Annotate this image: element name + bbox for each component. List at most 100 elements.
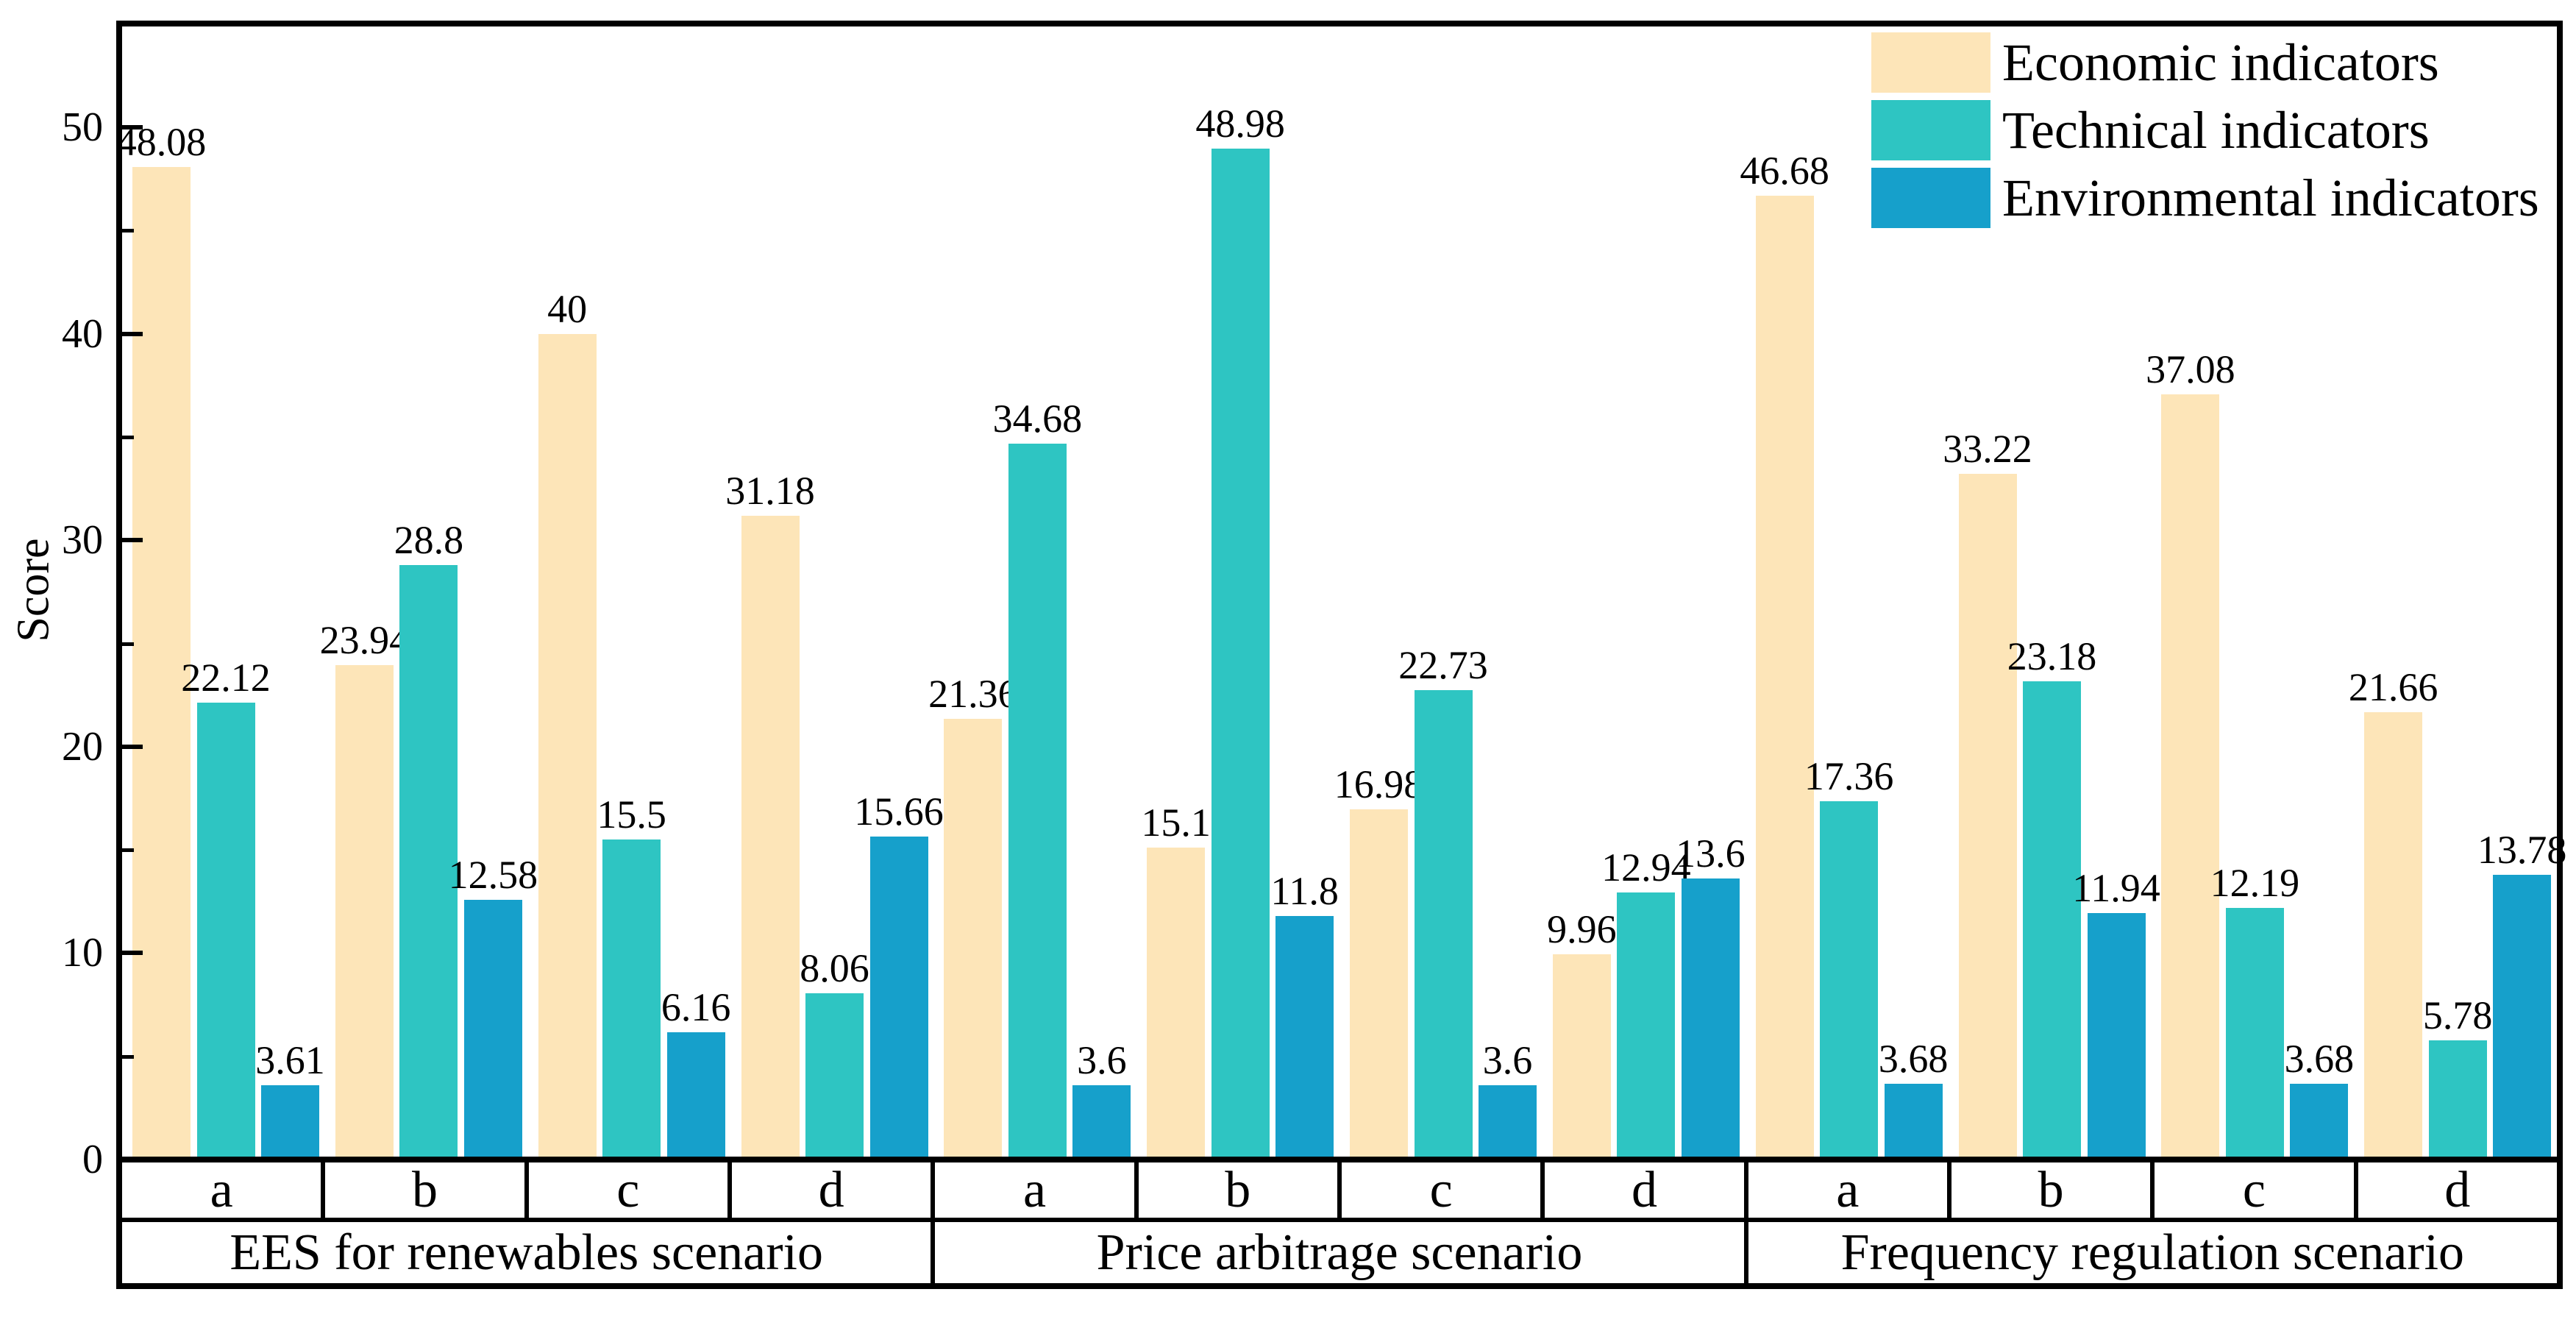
legend-swatch-technical <box>1871 100 1990 160</box>
bar-technical <box>2225 907 2284 1160</box>
y-axis-tick-label: 0 <box>82 1137 103 1182</box>
bar-value-label: 21.36 <box>928 671 1018 716</box>
y-axis-tick-label: 50 <box>62 104 103 150</box>
bar-technical <box>2428 1040 2487 1160</box>
bar-economic <box>1755 196 1814 1160</box>
bar-economic <box>1147 848 1206 1160</box>
bar-value-label: 3.68 <box>1878 1036 1949 1081</box>
bar-technical <box>196 703 255 1160</box>
group-label-cell: c <box>529 1162 732 1218</box>
bar-value-label: 15.66 <box>854 789 944 834</box>
bar-value-label: 16.98 <box>1334 762 1424 806</box>
group-label-cell: d <box>732 1162 936 1218</box>
group-label-cell: d <box>2444 1161 2471 1218</box>
bar-technical <box>399 564 458 1160</box>
group-label-cell: a <box>1748 1162 1951 1218</box>
bar-environmental <box>2493 875 2552 1160</box>
bar-value-label: 22.12 <box>181 656 271 700</box>
bar-value-label: 37.08 <box>2146 347 2235 391</box>
y-axis-minor-tick <box>122 435 134 439</box>
bar-economic <box>335 665 394 1160</box>
y-axis-minor-tick <box>122 642 134 646</box>
plot-frame <box>116 21 2563 1162</box>
y-axis-major-tick <box>122 744 143 749</box>
bar-environmental <box>1072 1085 1131 1160</box>
scenario-label-cell: EES for renewables scenario <box>122 1222 936 1283</box>
bar-environmental <box>463 900 522 1160</box>
scenario-label-row: EES for renewables scenario Price arbitra… <box>116 1222 2563 1289</box>
bar-environmental <box>1275 915 1334 1160</box>
bar-economic <box>1552 954 1611 1160</box>
bar-technical <box>805 993 864 1160</box>
bar-environmental <box>2290 1083 2349 1160</box>
bar-economic <box>1350 809 1408 1160</box>
y-axis-minor-tick <box>122 229 134 233</box>
bar-value-label: 12.94 <box>1601 845 1691 890</box>
y-axis-minor-tick <box>122 1054 134 1059</box>
bar-technical <box>1008 443 1067 1160</box>
y-axis-tick-label: 10 <box>62 930 103 976</box>
bar-value-label: 6.16 <box>661 985 731 1030</box>
y-axis-major-tick <box>122 331 143 336</box>
bar-value-label: 11.8 <box>1270 868 1339 913</box>
bar-value-label: 11.94 <box>2072 865 2160 910</box>
group-label-cell: b <box>325 1162 529 1218</box>
bar-value-label: 21.66 <box>2348 665 2438 710</box>
legend-swatch-environmental <box>1871 168 1990 228</box>
bar-environmental <box>1479 1085 1537 1160</box>
bar-value-label: 15.1 <box>1141 801 1211 845</box>
bar-technical <box>1617 892 1676 1160</box>
bar-value-label: 3.6 <box>1077 1037 1127 1082</box>
bar-value-label: 40 <box>547 286 588 331</box>
bar-value-label: 8.06 <box>800 945 869 990</box>
bar-value-label: 28.8 <box>394 517 464 562</box>
bar-technical <box>1414 690 1473 1160</box>
y-axis-minor-tick <box>122 848 134 853</box>
bar-economic <box>2364 712 2423 1160</box>
bar-technical <box>602 839 661 1160</box>
bar-value-label: 46.68 <box>1740 149 1829 194</box>
bar-economic <box>944 718 1003 1160</box>
bar-economic <box>1958 473 2017 1160</box>
legend-label-environmental: Environmental indicators <box>2002 168 2539 227</box>
bar-value-label: 9.96 <box>1547 906 1617 951</box>
bar-technical <box>1211 148 1270 1160</box>
bar-value-label: 23.18 <box>2007 633 2097 678</box>
group-label-cell: b <box>1951 1162 2155 1218</box>
group-label-cell: a <box>935 1162 1139 1218</box>
legend-swatch-economic <box>1871 32 1990 93</box>
group-label-cell: c <box>2155 1162 2358 1218</box>
bar-value-label: 13.78 <box>2477 828 2567 873</box>
y-axis-major-tick <box>122 951 143 956</box>
legend-label-economic: Economic indicators <box>2002 33 2439 92</box>
legend-label-technical: Technical indicators <box>2002 101 2430 160</box>
bar-economic <box>2161 394 2220 1160</box>
bar-value-label: 15.5 <box>597 792 666 837</box>
y-axis-major-tick <box>122 125 143 129</box>
bar-value-label: 23.94 <box>319 618 410 663</box>
bar-value-label: 3.61 <box>255 1037 325 1082</box>
bar-value-label: 3.68 <box>2284 1036 2355 1081</box>
y-axis-tick-label: 30 <box>62 517 103 564</box>
bar-technical <box>2023 681 2081 1160</box>
bar-technical <box>1820 801 1879 1160</box>
bar-environmental <box>1884 1083 1943 1160</box>
bar-economic <box>741 516 800 1160</box>
bar-economic <box>538 333 597 1160</box>
y-axis-major-tick <box>122 538 143 543</box>
bar-environmental <box>2087 912 2146 1160</box>
bar-environmental <box>1681 878 1740 1160</box>
scenario-label-cell: Price arbitrage scenario <box>935 1222 1748 1283</box>
bar-value-label: 17.36 <box>1804 753 1894 798</box>
group-label-cell: d <box>1545 1162 1748 1218</box>
group-label-cell: a <box>122 1162 326 1218</box>
bar-value-label: 5.78 <box>2422 993 2493 1037</box>
bar-environmental <box>261 1085 319 1160</box>
group-label-cell: b <box>1139 1162 1342 1218</box>
bar-value-label: 33.22 <box>1943 426 2032 471</box>
bar-value-label: 31.18 <box>725 469 815 514</box>
bar-value-label: 22.73 <box>1398 643 1488 688</box>
scenario-label-cell: Frequency regulation scenario <box>1840 1224 2465 1281</box>
bar-value-label: 34.68 <box>992 396 1083 441</box>
